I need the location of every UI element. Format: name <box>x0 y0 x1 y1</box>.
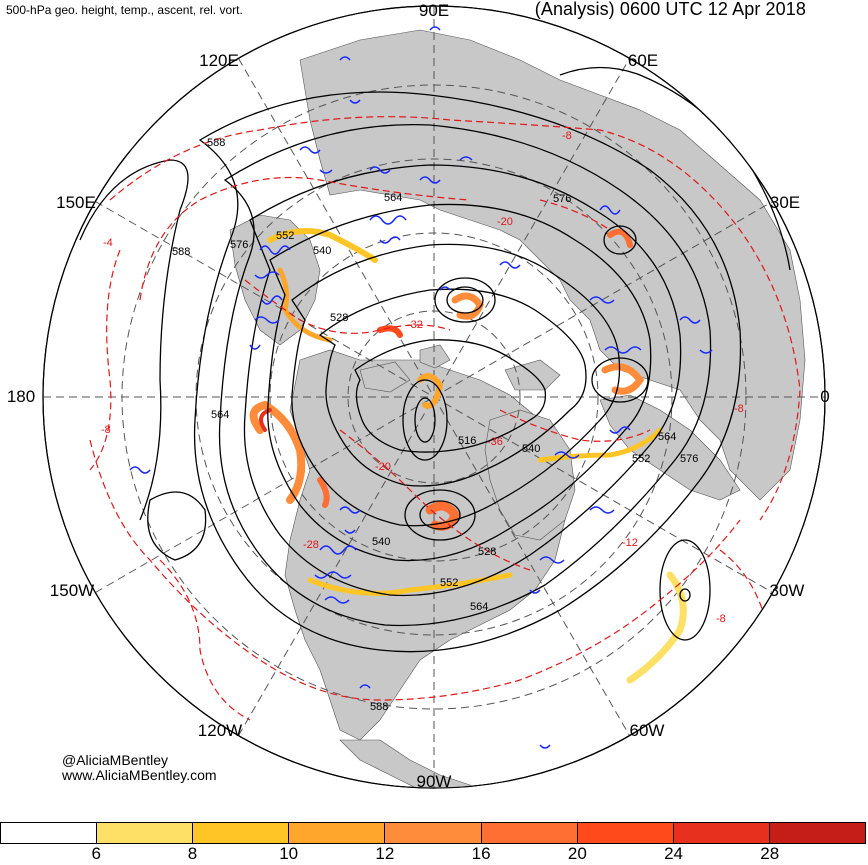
temperature-label: -36 <box>487 436 503 448</box>
height-label: 564 <box>384 192 402 204</box>
longitude-label-60e: 60E <box>627 51 659 70</box>
longitude-label-180: 180 <box>6 387 36 406</box>
colorbar-tick-label: 6 <box>91 844 101 863</box>
colorbar-tick-label: 12 <box>375 844 395 863</box>
colorbar-swatch <box>193 823 290 843</box>
longitude-label-30e: 30E <box>769 193 801 212</box>
height-label: 552 <box>440 577 458 589</box>
height-label: 576 <box>230 239 248 251</box>
temperature-label: -12 <box>622 537 638 549</box>
temperature-labels: -8 -4 -8 -8 -12 -8 -20 -32 -20 -28 -36 <box>101 130 744 625</box>
height-label: 588 <box>172 246 190 258</box>
map-description: 500-hPa geo. height, temp., ascent, rel.… <box>6 3 243 17</box>
colorbar-tick-label: 16 <box>471 844 491 863</box>
analysis-time-title: (Analysis) 0600 UTC 12 Apr 2018 <box>534 0 806 19</box>
colorbar-swatch <box>673 823 770 843</box>
colorbar-tick-label: 10 <box>279 844 299 863</box>
height-labels: 588 588 576 552 540 564 576 528 564 516 … <box>172 137 698 713</box>
height-label: 564 <box>658 431 676 443</box>
height-label: 576 <box>680 453 698 465</box>
height-label: 588 <box>207 137 225 149</box>
temperature-label: -28 <box>303 539 319 551</box>
longitude-label-60w: 60W <box>629 721 665 740</box>
height-label: 576 <box>553 193 571 205</box>
temperature-label: -8 <box>716 613 726 625</box>
height-label: 552 <box>276 230 294 242</box>
author-website: www.AliciaMBentley.com <box>62 767 217 783</box>
colorbar-swatch <box>289 823 386 843</box>
height-label: 552 <box>632 453 650 465</box>
colorbar-tick-label: 24 <box>664 844 684 863</box>
longitude-label-0: 0 <box>820 387 830 406</box>
longitude-label-90w: 90W <box>416 772 452 791</box>
colorbar-tick-label: 8 <box>187 844 198 863</box>
height-label: 564 <box>470 601 488 613</box>
temperature-label: -32 <box>407 319 423 331</box>
colorbar-tick-label: 20 <box>567 844 587 863</box>
longitude-label-150e: 150E <box>56 193 96 212</box>
height-label: 540 <box>372 536 390 548</box>
longitude-label-90e: 90E <box>418 1 450 20</box>
polar-stereographic-map: 588 588 576 552 540 564 576 528 564 516 … <box>42 5 826 789</box>
temperature-label: -20 <box>497 216 513 228</box>
colorbar-tick-label: 28 <box>760 844 780 863</box>
temperature-label: -8 <box>562 130 572 142</box>
author-handle: @AliciaMBentley <box>62 752 169 768</box>
ascent-contours <box>129 26 713 749</box>
height-label: 540 <box>313 245 331 257</box>
height-label: 564 <box>211 409 229 421</box>
colorbar-swatch <box>769 823 865 843</box>
height-label: 540 <box>522 443 540 455</box>
height-label: 528 <box>330 312 348 324</box>
temperature-contours <box>89 116 801 721</box>
longitude-label-120e: 120E <box>199 51 239 70</box>
temperature-label: -8 <box>101 424 111 436</box>
longitude-label-30w: 30W <box>769 581 805 600</box>
temperature-label: -20 <box>375 461 391 473</box>
temperature-label: -8 <box>734 403 744 415</box>
vorticity-colorbar <box>0 822 866 844</box>
colorbar-swatch <box>481 823 578 843</box>
temperature-label: -4 <box>103 237 113 249</box>
colorbar-swatch <box>577 823 674 843</box>
longitude-label-120w: 120W <box>197 721 243 740</box>
height-label: 528 <box>478 546 496 558</box>
colorbar-swatch <box>385 823 482 843</box>
colorbar-swatch <box>97 823 194 843</box>
height-label: 516 <box>458 435 476 447</box>
height-label: 588 <box>370 701 388 713</box>
colorbar-swatch <box>1 823 98 843</box>
longitude-label-150w: 150W <box>49 581 95 600</box>
